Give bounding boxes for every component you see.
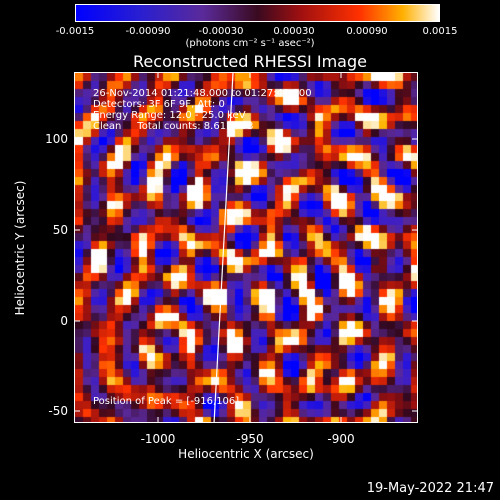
colorbar-tick: 0.0015 bbox=[422, 26, 458, 37]
rhessi-image-heatmap bbox=[75, 73, 417, 422]
x-tick-label: -900 bbox=[327, 432, 355, 446]
image-metadata: 26-Nov-2014 01:21:48.000 to 01:27:48.000… bbox=[93, 88, 312, 132]
x-tick-label: -950 bbox=[236, 432, 264, 446]
y-tick-label: 50 bbox=[52, 223, 68, 237]
colorbar-gradient bbox=[76, 5, 439, 21]
y-tick-label: 0 bbox=[60, 314, 68, 328]
x-tick-label: -1000 bbox=[140, 432, 176, 446]
colorbar-tick: 0.00030 bbox=[273, 26, 315, 37]
limb-overlay bbox=[213, 73, 234, 422]
algorithm: Clean bbox=[93, 121, 122, 132]
y-tick-label: -50 bbox=[48, 404, 68, 418]
colorbar-units: (photons cm⁻² s⁻¹ asec⁻²) bbox=[185, 38, 315, 49]
colorbar-tick: 0.00090 bbox=[346, 26, 388, 37]
time-range: 26-Nov-2014 01:21:48.000 to 01:27:48.000 bbox=[93, 88, 312, 99]
x-axis-label: Heliocentric X (arcsec) bbox=[178, 447, 314, 461]
colorbar-tick: -0.00030 bbox=[198, 26, 244, 37]
colorbar-tick: -0.0015 bbox=[55, 26, 95, 37]
colorbar-tick: -0.00090 bbox=[125, 26, 171, 37]
colorbar bbox=[75, 4, 440, 22]
image-plot bbox=[74, 72, 418, 423]
detectors: Detectors: 3F 6F 9F, Att: 0 bbox=[93, 99, 225, 110]
algorithm-counts: Clean Total counts: 8.61E+03 bbox=[93, 121, 312, 132]
y-axis-label: Heliocentric Y (arcsec) bbox=[13, 180, 27, 316]
energy-range: Energy Range: 12.0 - 25.0 keV bbox=[93, 110, 246, 121]
plot-title: Reconstructed RHESSI Image bbox=[133, 52, 367, 71]
solar-limb-line bbox=[213, 73, 234, 422]
peak-position: Position of Peak = [-916,106] bbox=[93, 396, 240, 407]
plot-timestamp: 19-May-2022 21:47 bbox=[366, 481, 494, 496]
total-counts: Total counts: 8.61E+03 bbox=[137, 121, 254, 132]
y-tick-label: 100 bbox=[45, 132, 68, 146]
